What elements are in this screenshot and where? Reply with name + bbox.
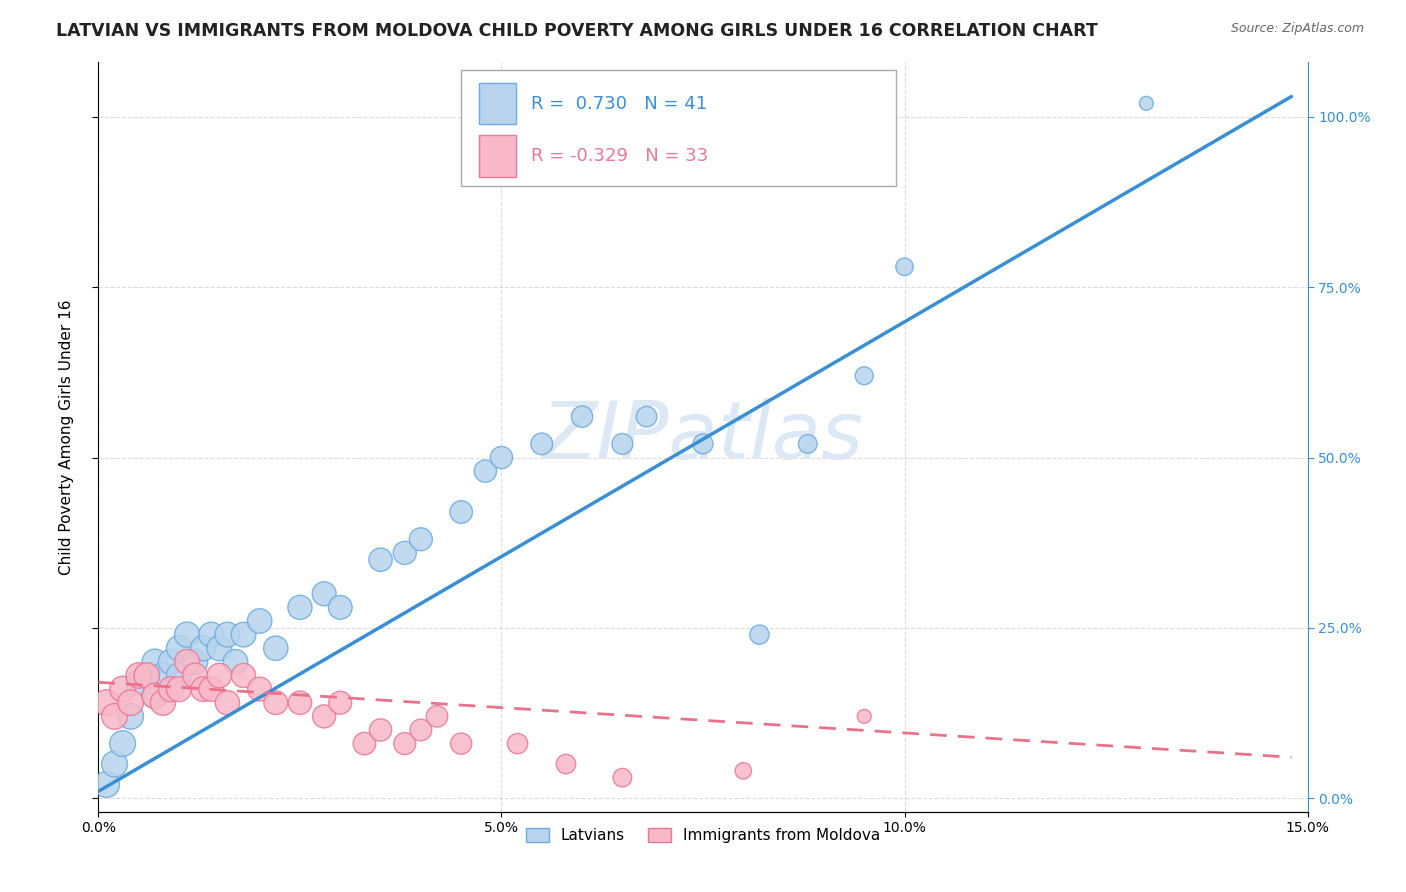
- Point: [135, 668, 157, 682]
- Text: R = -0.329   N = 33: R = -0.329 N = 33: [531, 147, 709, 165]
- Point: [530, 437, 553, 451]
- Point: [450, 737, 472, 751]
- Point: [217, 627, 239, 641]
- Point: [797, 437, 820, 451]
- Point: [612, 771, 634, 785]
- Point: [208, 641, 231, 656]
- Point: [208, 668, 231, 682]
- Point: [160, 682, 183, 697]
- Point: [249, 614, 271, 628]
- Point: [409, 533, 432, 547]
- Text: Source: ZipAtlas.com: Source: ZipAtlas.com: [1230, 22, 1364, 36]
- Point: [394, 737, 416, 751]
- Point: [111, 737, 134, 751]
- Point: [506, 737, 529, 751]
- Point: [128, 675, 150, 690]
- Point: [143, 689, 166, 703]
- Point: [135, 668, 157, 682]
- Point: [329, 600, 352, 615]
- Point: [491, 450, 513, 465]
- Point: [167, 641, 190, 656]
- Point: [96, 777, 118, 791]
- Point: [200, 682, 222, 697]
- Point: [167, 668, 190, 682]
- Point: [120, 709, 142, 723]
- Point: [224, 655, 246, 669]
- Point: [217, 696, 239, 710]
- Point: [555, 757, 578, 772]
- Point: [143, 689, 166, 703]
- Point: [120, 696, 142, 710]
- Point: [103, 757, 125, 772]
- Point: [193, 682, 215, 697]
- Point: [176, 627, 198, 641]
- Point: [314, 587, 336, 601]
- Point: [96, 696, 118, 710]
- Point: [288, 696, 311, 710]
- Text: R =  0.730   N = 41: R = 0.730 N = 41: [531, 95, 707, 112]
- Point: [612, 437, 634, 451]
- Point: [692, 437, 714, 451]
- Point: [128, 668, 150, 682]
- Point: [167, 682, 190, 697]
- Y-axis label: Child Poverty Among Girls Under 16: Child Poverty Among Girls Under 16: [59, 300, 75, 574]
- Point: [111, 682, 134, 697]
- Point: [249, 682, 271, 697]
- Point: [474, 464, 496, 478]
- FancyBboxPatch shape: [479, 136, 516, 177]
- Point: [370, 552, 392, 566]
- Point: [733, 764, 755, 778]
- Legend: Latvians, Immigrants from Moldova: Latvians, Immigrants from Moldova: [520, 822, 886, 849]
- Point: [571, 409, 593, 424]
- Point: [184, 655, 207, 669]
- Point: [200, 627, 222, 641]
- Point: [1135, 96, 1157, 111]
- FancyBboxPatch shape: [479, 83, 516, 124]
- Point: [394, 546, 416, 560]
- Point: [853, 709, 876, 723]
- Point: [893, 260, 915, 274]
- Point: [409, 723, 432, 737]
- Point: [853, 368, 876, 383]
- Point: [450, 505, 472, 519]
- Point: [152, 668, 174, 682]
- Point: [314, 709, 336, 723]
- Point: [329, 696, 352, 710]
- Point: [143, 655, 166, 669]
- Point: [232, 668, 254, 682]
- Point: [152, 696, 174, 710]
- Point: [370, 723, 392, 737]
- Point: [748, 627, 770, 641]
- Point: [103, 709, 125, 723]
- Text: LATVIAN VS IMMIGRANTS FROM MOLDOVA CHILD POVERTY AMONG GIRLS UNDER 16 CORRELATIO: LATVIAN VS IMMIGRANTS FROM MOLDOVA CHILD…: [56, 22, 1098, 40]
- Point: [232, 627, 254, 641]
- Point: [426, 709, 449, 723]
- Point: [264, 641, 287, 656]
- Point: [193, 641, 215, 656]
- Point: [636, 409, 658, 424]
- FancyBboxPatch shape: [461, 70, 897, 186]
- Point: [353, 737, 375, 751]
- Point: [264, 696, 287, 710]
- Point: [288, 600, 311, 615]
- Point: [160, 655, 183, 669]
- Point: [176, 655, 198, 669]
- Text: ZIPatlas: ZIPatlas: [541, 398, 865, 476]
- Point: [184, 668, 207, 682]
